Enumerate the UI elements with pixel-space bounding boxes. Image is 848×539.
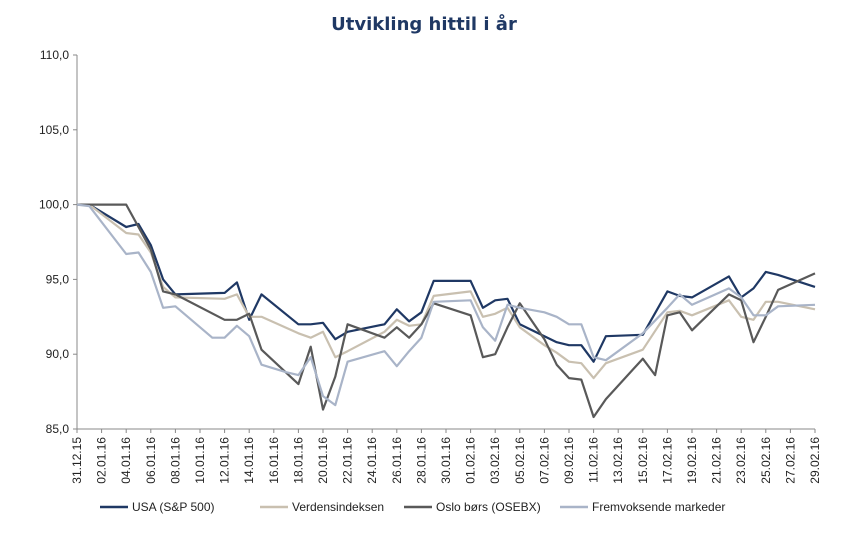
- y-tick-label: 90,0: [46, 347, 70, 361]
- x-tick-label: 23.02.16: [734, 437, 748, 484]
- x-tick-label: 31.12.15: [70, 437, 84, 484]
- x-tick-label: 14.01.16: [242, 437, 256, 484]
- x-tick-label: 02.01.16: [95, 437, 109, 484]
- x-tick-label: 09.02.16: [562, 437, 576, 484]
- x-tick-label: 04.01.16: [119, 437, 133, 484]
- series-lines: [76, 203, 816, 419]
- x-tick-label: 29.02.16: [808, 437, 822, 484]
- y-axis-ticks: 85,0 90,0 95,0 100,0 105,0 110,0: [39, 48, 77, 436]
- x-tick-label: 16.01.16: [267, 437, 281, 484]
- x-tick-label: 17.02.16: [660, 437, 674, 484]
- x-tick-label: 13.02.16: [611, 437, 625, 484]
- x-tick-label: 07.02.16: [537, 437, 551, 484]
- x-tick-label: 26.01.16: [390, 437, 404, 484]
- x-axis-ticks: 31.12.15 02.01.16 04.01.16 06.01.16 08.01.16…: [70, 429, 822, 484]
- x-tick-label: 03.02.16: [488, 437, 502, 484]
- x-tick-label: 11.02.16: [587, 437, 601, 483]
- x-tick-label: 25.02.16: [759, 437, 773, 484]
- x-tick-label: 15.02.16: [636, 437, 650, 484]
- y-tick-label: 110,0: [40, 48, 69, 62]
- x-tick-label: 30.01.16: [439, 437, 453, 484]
- x-tick-label: 20.01.16: [316, 437, 330, 484]
- x-tick-label: 06.01.16: [144, 437, 158, 484]
- x-tick-label: 18.01.16: [291, 437, 305, 484]
- x-tick-label: 28.01.16: [414, 437, 428, 484]
- legend-label-3: Fremvoksende markeder: [592, 500, 725, 514]
- legend-label-2: Oslo børs (OSEBX): [436, 500, 541, 514]
- y-tick-label: 100,0: [39, 198, 69, 212]
- legend-label-0: USA (S&P 500): [132, 500, 215, 514]
- chart-title: Utvikling hittil i år: [331, 14, 517, 35]
- x-tick-label: 05.02.16: [513, 437, 527, 484]
- legend: USA (S&P 500) Verdensindeksen Oslo børs (O…: [100, 500, 725, 514]
- series-line-0: [77, 203, 816, 363]
- legend-label-1: Verdensindeksen: [292, 500, 384, 514]
- x-tick-label: 10.01.16: [193, 437, 207, 484]
- x-tick-label: 01.02.16: [464, 437, 478, 484]
- y-tick-label: 85,0: [46, 422, 70, 436]
- series-line-3: [76, 203, 816, 407]
- x-tick-label: 27.02.16: [783, 437, 797, 484]
- y-tick-label: 105,0: [39, 123, 69, 137]
- x-tick-label: 12.01.16: [218, 437, 232, 484]
- series-line-1: [77, 203, 816, 380]
- x-tick-label: 21.02.16: [710, 437, 724, 484]
- y-tick-label: 95,0: [46, 272, 70, 286]
- x-tick-label: 22.01.16: [341, 437, 355, 484]
- x-tick-label: 08.01.16: [168, 437, 182, 484]
- x-tick-label: 24.01.16: [365, 437, 379, 484]
- x-tick-label: 19.02.16: [685, 437, 699, 484]
